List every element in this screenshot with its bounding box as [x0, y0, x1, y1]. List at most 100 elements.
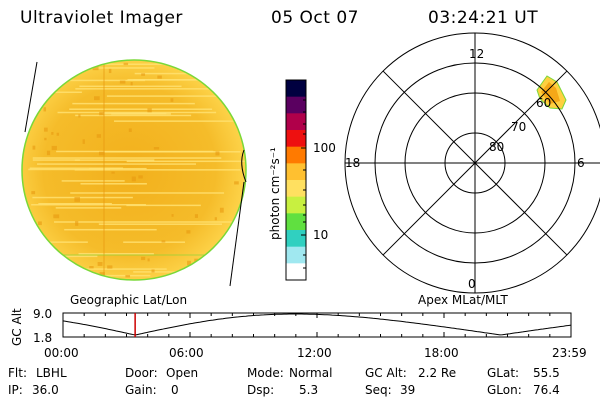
scan-streak	[111, 113, 171, 115]
scan-streak	[55, 207, 122, 209]
scan-streak	[123, 241, 186, 243]
scan-streak	[106, 95, 246, 97]
intensity-speck	[50, 255, 56, 259]
alt-ymax: 9.0	[33, 307, 53, 321]
info-glat-value: 55.5	[533, 366, 560, 380]
info-gain-value: 0	[171, 383, 179, 397]
intensity-speck	[219, 207, 224, 213]
info-gcalt-value: 2.2 Re	[418, 366, 457, 380]
x-tick-2359: 23:59	[552, 346, 587, 360]
scan-streak	[57, 111, 217, 114]
info-flt-value: LBHL	[36, 366, 67, 380]
scan-streak	[32, 159, 80, 161]
info-ip-key: IP:	[8, 383, 23, 397]
intensity-speck	[43, 97, 48, 100]
intensity-speck	[171, 214, 174, 217]
lat-label-60: 60	[536, 96, 552, 110]
intensity-speck	[234, 181, 239, 185]
intensity-speck	[31, 191, 36, 195]
scan-streak	[74, 159, 155, 161]
intensity-speck	[187, 260, 191, 266]
lat-label-70: 70	[511, 120, 527, 134]
intensity-speck	[138, 175, 143, 179]
info-dsp-key: Dsp:	[247, 383, 275, 397]
colorbar-tick-10: 10	[313, 228, 329, 242]
intensity-speck	[108, 68, 112, 74]
polar-caption: Apex MLat/MLT	[418, 293, 508, 307]
mlt-diagonal-2	[382, 70, 568, 256]
info-glat-key: GLat:	[487, 366, 520, 380]
intensity-speck	[51, 132, 54, 135]
colorbar-unit-label: photon cm⁻²s⁻¹	[268, 147, 282, 240]
intensity-speck	[147, 108, 152, 113]
lat-label-80: 80	[489, 140, 505, 154]
intensity-speck	[38, 221, 42, 226]
info-glon-value: 76.4	[533, 383, 560, 397]
intensity-speck	[111, 171, 115, 174]
mlt-label-right: 6	[577, 156, 585, 170]
info-flt-key: Flt:	[8, 366, 27, 380]
alt-axis-label: GC Alt	[10, 308, 24, 346]
intensity-speck	[157, 75, 162, 79]
intensity-speck	[194, 214, 198, 218]
left-limb-line	[24, 61, 38, 133]
intensity-speck	[43, 127, 48, 132]
scan-streak	[65, 63, 194, 66]
intensity-speck	[42, 76, 46, 80]
colorbar-segment	[286, 246, 306, 264]
colorbar-segment	[286, 146, 306, 164]
intensity-speck	[119, 80, 126, 84]
earth-limb	[21, 59, 247, 281]
intensity-speck	[161, 240, 166, 243]
intensity-speck	[130, 82, 133, 86]
scan-streak	[42, 241, 88, 243]
intensity-speck	[147, 258, 150, 262]
intensity-speck	[107, 265, 113, 269]
intensity-speck	[170, 98, 174, 102]
x-tick-1200: 12:00	[297, 346, 332, 360]
colorbar-tick-100: 100	[313, 141, 336, 155]
instrument-title: Ultraviolet Imager	[20, 8, 183, 28]
intensity-speck	[93, 96, 100, 101]
x-tick-1800: 18:00	[424, 346, 459, 360]
intensity-speck	[205, 275, 212, 280]
intensity-speck	[141, 256, 146, 261]
intensity-speck	[125, 274, 131, 278]
scan-streak	[126, 160, 246, 163]
scan-streak	[37, 163, 196, 165]
intensity-speck	[151, 269, 155, 273]
intensity-speck	[141, 73, 146, 76]
intensity-speck	[53, 214, 60, 219]
intensity-speck	[46, 150, 51, 156]
scan-streak	[70, 192, 225, 194]
intensity-speck	[123, 62, 129, 66]
scan-streak	[53, 255, 98, 258]
scan-streak	[61, 180, 125, 182]
intensity-speck	[51, 145, 57, 151]
colorbar-segment	[286, 213, 306, 231]
intensity-speck	[207, 68, 213, 72]
scan-streak	[72, 102, 195, 105]
scan-streak	[79, 85, 182, 88]
scan-streak	[54, 221, 238, 223]
scan-streak	[78, 252, 154, 255]
intensity-speck	[218, 84, 223, 88]
scan-streak	[32, 157, 222, 159]
scan-streak	[75, 88, 246, 90]
info-gain-key: Gain:	[125, 383, 157, 397]
scan-streak	[75, 274, 151, 277]
x-tick-0000: 00:00	[44, 346, 79, 360]
intensity-speck	[56, 132, 60, 136]
scan-streak	[60, 67, 155, 69]
info-dsp-value: 5.3	[299, 383, 319, 397]
scan-streak	[80, 183, 147, 185]
colorbar-segment	[286, 96, 306, 114]
mlt-label-left: 18	[345, 156, 361, 170]
intensity-speck	[98, 151, 105, 156]
intensity-speck	[99, 272, 105, 276]
polar-plot	[344, 32, 600, 294]
intensity-speck	[75, 221, 79, 226]
limb-curve	[241, 149, 247, 183]
altitude-strip	[62, 312, 572, 338]
